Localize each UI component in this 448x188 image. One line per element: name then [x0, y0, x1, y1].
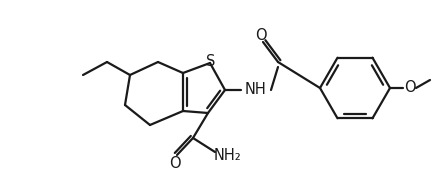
Text: NH₂: NH₂ [213, 148, 241, 162]
Text: O: O [255, 27, 267, 42]
Text: NH: NH [245, 83, 267, 98]
Text: S: S [207, 55, 215, 70]
Text: O: O [169, 155, 181, 171]
Text: O: O [404, 80, 416, 96]
